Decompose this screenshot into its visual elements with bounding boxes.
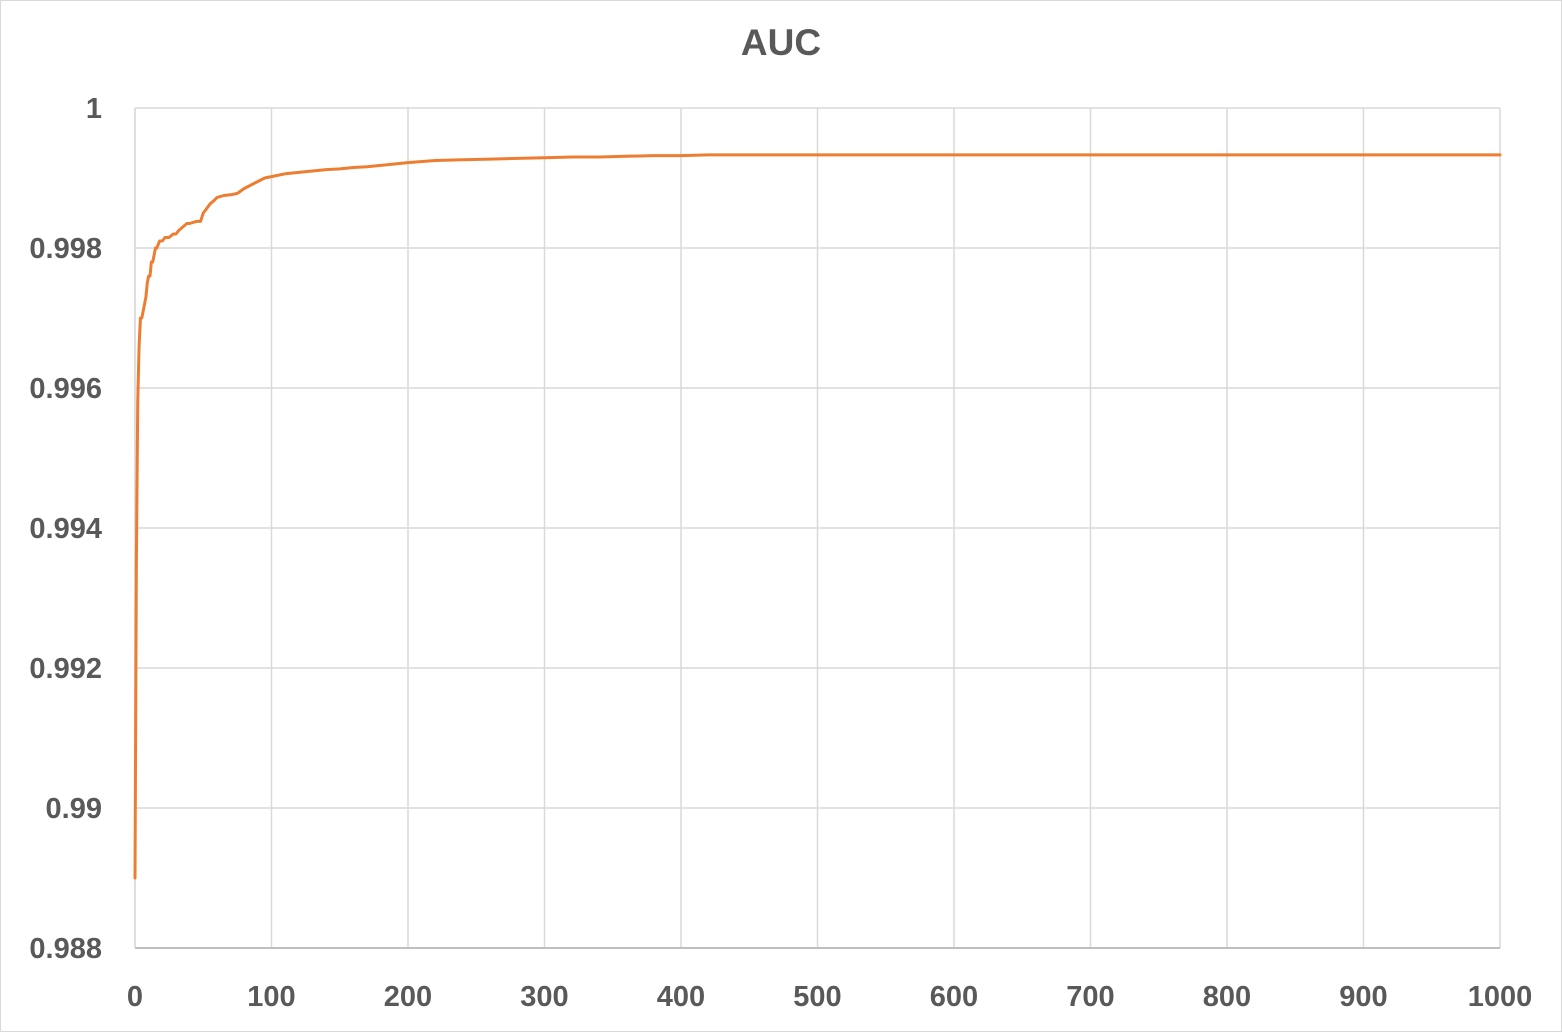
x-tick-label: 600 — [930, 981, 978, 1013]
x-tick-label: 1000 — [1468, 981, 1533, 1013]
x-tick-label: 700 — [1066, 981, 1114, 1013]
tick-labels: 0.988 0.99 0.992 0.994 0.996 0.998 1 0 100 200 300… — [29, 93, 1532, 1013]
x-tick-label: 900 — [1339, 981, 1387, 1013]
series-layer — [133, 153, 1502, 880]
y-tick-label: 0.998 — [29, 233, 102, 265]
x-tick-label: 400 — [657, 981, 705, 1013]
x-tick-label: 300 — [520, 981, 568, 1013]
y-tick-label: 0.988 — [29, 933, 102, 965]
grid-lines — [134, 107, 1501, 949]
series-line-auc — [133, 153, 1502, 880]
x-tick-label: 200 — [384, 981, 432, 1013]
y-tick-label: 0.996 — [29, 373, 102, 405]
x-tick-label: 500 — [793, 981, 841, 1013]
y-tick-label: 0.994 — [29, 513, 102, 545]
x-tick-label: 100 — [247, 981, 295, 1013]
chart-title: AUC — [740, 22, 822, 63]
x-tick-label: 800 — [1203, 981, 1251, 1013]
y-tick-label: 1 — [86, 93, 102, 125]
y-tick-label: 0.99 — [46, 793, 102, 825]
x-tick-label: 0 — [127, 981, 143, 1013]
y-tick-label: 0.992 — [29, 653, 102, 685]
